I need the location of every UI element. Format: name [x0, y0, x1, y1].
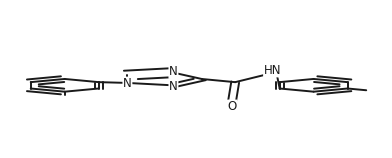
Text: N: N	[123, 77, 132, 90]
Text: N: N	[169, 80, 178, 93]
Text: HN: HN	[264, 64, 281, 77]
Text: O: O	[227, 100, 237, 113]
Text: N: N	[169, 65, 178, 78]
